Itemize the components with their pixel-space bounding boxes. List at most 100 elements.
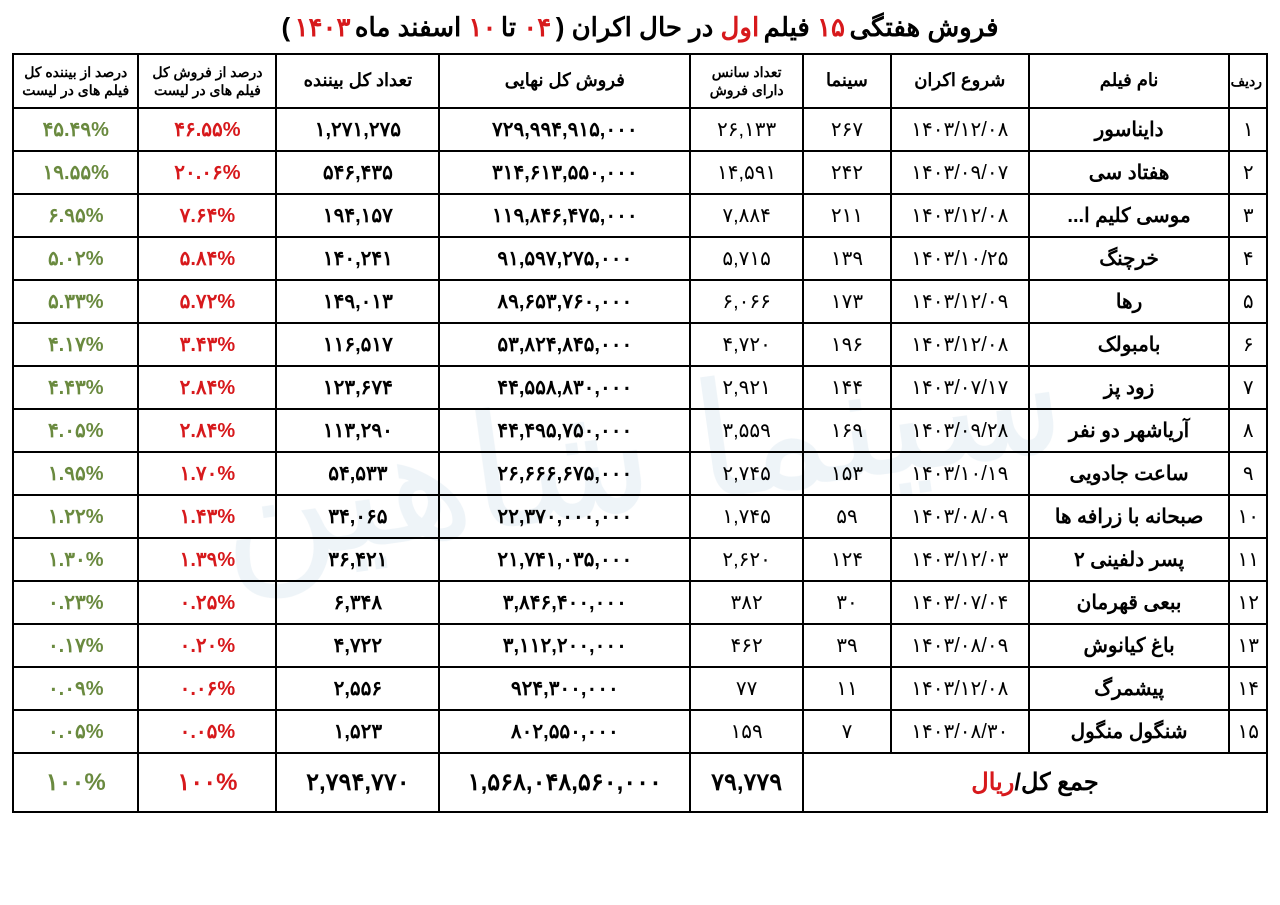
cell-sales: ۵۳,۸۲۴,۸۴۵,۰۰۰ [439, 323, 690, 366]
cell-viewers: ۱۴۹,۰۱۳ [276, 280, 439, 323]
cell-sales: ۹۲۴,۳۰۰,۰۰۰ [439, 667, 690, 710]
cell-rank: ۹ [1229, 452, 1267, 495]
cell-cinema: ۵۹ [803, 495, 891, 538]
cell-sales: ۸۰۲,۵۵۰,۰۰۰ [439, 710, 690, 753]
col-cinema: سینما [803, 54, 891, 108]
cell-cinema: ۱۷۳ [803, 280, 891, 323]
cell-pct-sales: ۷.۶۴% [138, 194, 276, 237]
cell-name: باغ کیانوش [1029, 624, 1230, 667]
cell-pct-view: ۱۹.۵۵% [13, 151, 138, 194]
cell-name: صبحانه با زرافه ها [1029, 495, 1230, 538]
cell-pct-view: ۴.۱۷% [13, 323, 138, 366]
title-part: تا [501, 12, 516, 42]
cell-cinema: ۱۶۹ [803, 409, 891, 452]
cell-rank: ۲ [1229, 151, 1267, 194]
col-date: شروع اکران [891, 54, 1029, 108]
cell-cinema: ۱۵۳ [803, 452, 891, 495]
cell-sales: ۹۱,۵۹۷,۲۷۵,۰۰۰ [439, 237, 690, 280]
title-part: ) [281, 12, 290, 42]
title-part: ۱۰ [461, 12, 496, 42]
cell-pct-sales: ۴۶.۵۵% [138, 108, 276, 151]
cell-sales: ۸۹,۶۵۳,۷۶۰,۰۰۰ [439, 280, 690, 323]
table-row: ۵رها۱۴۰۳/۱۲/۰۹۱۷۳۶,۰۶۶۸۹,۶۵۳,۷۶۰,۰۰۰۱۴۹,… [13, 280, 1267, 323]
cell-rank: ۱۴ [1229, 667, 1267, 710]
table-row: ۱۲ببعی قهرمان۱۴۰۳/۰۷/۰۴۳۰۳۸۲۳,۸۴۶,۴۰۰,۰۰… [13, 581, 1267, 624]
cell-date: ۱۴۰۳/۰۸/۰۹ [891, 624, 1029, 667]
cell-name: موسی کلیم ا... [1029, 194, 1230, 237]
cell-date: ۱۴۰۳/۰۷/۰۴ [891, 581, 1029, 624]
cell-pct-view: ۵.۰۲% [13, 237, 138, 280]
table-row: ۹ساعت جادویی۱۴۰۳/۱۰/۱۹۱۵۳۲,۷۴۵۲۶,۶۶۶,۶۷۵… [13, 452, 1267, 495]
title-part: ۱۵ [810, 12, 845, 42]
cell-rank: ۶ [1229, 323, 1267, 366]
col-sessions: تعداد سانس دارای فروش [690, 54, 803, 108]
cell-pct-view: ۰.۲۳% [13, 581, 138, 624]
cell-name: خرچنگ [1029, 237, 1230, 280]
total-viewers: ۲,۷۹۴,۷۷۰ [276, 753, 439, 812]
cell-rank: ۱ [1229, 108, 1267, 151]
cell-pct-sales: ۵.۸۴% [138, 237, 276, 280]
cell-viewers: ۱,۲۷۱,۲۷۵ [276, 108, 439, 151]
title-part: اول [713, 12, 759, 42]
cell-pct-sales: ۵.۷۲% [138, 280, 276, 323]
cell-sessions: ۲,۹۲۱ [690, 366, 803, 409]
cell-sessions: ۲,۶۲۰ [690, 538, 803, 581]
table-row: ۳موسی کلیم ا...۱۴۰۳/۱۲/۰۸۲۱۱۷,۸۸۴۱۱۹,۸۴۶… [13, 194, 1267, 237]
total-row: جمع کل/ریال ۷۹,۷۷۹ ۱,۵۶۸,۰۴۸,۵۶۰,۰۰۰ ۲,۷… [13, 753, 1267, 812]
table-header-row: ردیف نام فیلم شروع اکران سینما تعداد سان… [13, 54, 1267, 108]
cell-sessions: ۲,۷۴۵ [690, 452, 803, 495]
title-part: اسفند ماه [355, 12, 461, 42]
col-viewers: تعداد کل بیننده [276, 54, 439, 108]
cell-rank: ۸ [1229, 409, 1267, 452]
cell-date: ۱۴۰۳/۰۹/۰۷ [891, 151, 1029, 194]
cell-name: رها [1029, 280, 1230, 323]
cell-viewers: ۴,۷۲۲ [276, 624, 439, 667]
cell-pct-view: ۰.۱۷% [13, 624, 138, 667]
cell-sales: ۲۱,۷۴۱,۰۳۵,۰۰۰ [439, 538, 690, 581]
cell-pct-view: ۴۵.۴۹% [13, 108, 138, 151]
cell-cinema: ۲۱۱ [803, 194, 891, 237]
cell-sales: ۳,۸۴۶,۴۰۰,۰۰۰ [439, 581, 690, 624]
cell-rank: ۱۰ [1229, 495, 1267, 538]
cell-viewers: ۱۹۴,۱۵۷ [276, 194, 439, 237]
cell-name: آریاشهر دو نفر [1029, 409, 1230, 452]
cell-sessions: ۷,۸۸۴ [690, 194, 803, 237]
table-row: ۱۰صبحانه با زرافه ها۱۴۰۳/۰۸/۰۹۵۹۱,۷۴۵۲۲,… [13, 495, 1267, 538]
title-part: فروش هفتگی [849, 12, 998, 42]
cell-pct-sales: ۱.۷۰% [138, 452, 276, 495]
cell-pct-sales: ۰.۲۰% [138, 624, 276, 667]
cell-date: ۱۴۰۳/۰۸/۳۰ [891, 710, 1029, 753]
cell-viewers: ۱,۵۲۳ [276, 710, 439, 753]
cell-name: شنگول منگول [1029, 710, 1230, 753]
cell-pct-sales: ۲۰.۰۶% [138, 151, 276, 194]
cell-rank: ۴ [1229, 237, 1267, 280]
cell-rank: ۱۲ [1229, 581, 1267, 624]
col-sales: فروش کل نهایی [439, 54, 690, 108]
cell-date: ۱۴۰۳/۱۲/۰۹ [891, 280, 1029, 323]
title-part: در حال اکران ( [556, 12, 714, 42]
cell-viewers: ۱۲۳,۶۷۴ [276, 366, 439, 409]
cell-sales: ۴۴,۵۵۸,۸۳۰,۰۰۰ [439, 366, 690, 409]
cell-date: ۱۴۰۳/۰۸/۰۹ [891, 495, 1029, 538]
cell-pct-sales: ۱.۴۳% [138, 495, 276, 538]
cell-sessions: ۱,۷۴۵ [690, 495, 803, 538]
cell-cinema: ۱۲۴ [803, 538, 891, 581]
cell-sessions: ۱۵۹ [690, 710, 803, 753]
table-row: ۱۵شنگول منگول۱۴۰۳/۰۸/۳۰۷۱۵۹۸۰۲,۵۵۰,۰۰۰۱,… [13, 710, 1267, 753]
cell-pct-sales: ۲.۸۴% [138, 409, 276, 452]
cell-cinema: ۲۴۲ [803, 151, 891, 194]
cell-sales: ۱۱۹,۸۴۶,۴۷۵,۰۰۰ [439, 194, 690, 237]
cell-date: ۱۴۰۳/۱۲/۰۳ [891, 538, 1029, 581]
cell-rank: ۱۵ [1229, 710, 1267, 753]
cell-cinema: ۱۴۴ [803, 366, 891, 409]
cell-pct-view: ۱.۳۰% [13, 538, 138, 581]
cell-viewers: ۲,۵۵۶ [276, 667, 439, 710]
cell-date: ۱۴۰۳/۱۰/۱۹ [891, 452, 1029, 495]
table-row: ۱۳باغ کیانوش۱۴۰۳/۰۸/۰۹۳۹۴۶۲۳,۱۱۲,۲۰۰,۰۰۰… [13, 624, 1267, 667]
col-pct-sales: درصد از فروش کل فیلم های در لیست [138, 54, 276, 108]
cell-pct-view: ۰.۰۹% [13, 667, 138, 710]
cell-date: ۱۴۰۳/۰۷/۱۷ [891, 366, 1029, 409]
cell-viewers: ۱۱۶,۵۱۷ [276, 323, 439, 366]
cell-date: ۱۴۰۳/۰۹/۲۸ [891, 409, 1029, 452]
total-sales: ۱,۵۶۸,۰۴۸,۵۶۰,۰۰۰ [439, 753, 690, 812]
